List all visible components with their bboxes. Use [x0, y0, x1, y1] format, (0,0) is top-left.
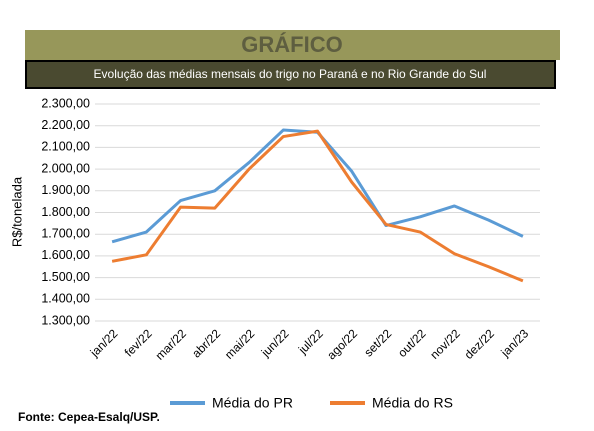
x-tick-label: nov/22 — [427, 326, 463, 362]
y-tick-label: 2.300,00 — [41, 96, 90, 110]
header-band — [25, 30, 560, 60]
y-axis-label: R$/tonelada — [9, 176, 24, 247]
source: Fonte: Cepea-Esalq/USP. — [18, 410, 160, 424]
y-tick-label: 1.700,00 — [41, 226, 90, 240]
line-series — [111, 129, 524, 283]
y-tick-label: 1.400,00 — [41, 292, 90, 306]
y-tick-label: 2.100,00 — [41, 140, 90, 154]
y-tick-label: 1.300,00 — [41, 313, 90, 327]
y-tick-label: 1.500,00 — [41, 270, 90, 284]
y-tick-label: 1.900,00 — [41, 183, 90, 197]
x-tick-label: fev/22 — [122, 326, 155, 359]
subtitle: Evolução das médias mensais do trigo no … — [94, 67, 487, 81]
x-tick-label: mai/22 — [222, 326, 258, 362]
subtitle-box — [25, 60, 556, 89]
x-tick-label: dez/22 — [462, 326, 498, 362]
y-tick-label: 2.000,00 — [41, 161, 90, 175]
legend-label: Média do RS — [372, 395, 453, 411]
x-tick-label: jun/22 — [258, 326, 292, 360]
x-tick-label: out/22 — [395, 326, 429, 360]
x-tick-label: ago/22 — [324, 326, 360, 362]
y-tick-label: 1.800,00 — [41, 205, 90, 219]
x-tick-label: jul/22 — [295, 326, 326, 357]
x-tick-label: jan/23 — [498, 326, 532, 360]
legend-label: Média do PR — [212, 395, 293, 411]
y-tick-label: 2.200,00 — [41, 118, 90, 132]
x-tick-label: abr/22 — [189, 326, 223, 360]
x-tick-label: mar/22 — [153, 326, 190, 363]
line-series — [111, 128, 524, 244]
chart-title: GRÁFICO — [241, 32, 342, 57]
x-tick-label: jan/22 — [87, 326, 121, 360]
y-tick-label: 1.600,00 — [41, 248, 90, 262]
x-tick-label: set/22 — [361, 326, 394, 359]
